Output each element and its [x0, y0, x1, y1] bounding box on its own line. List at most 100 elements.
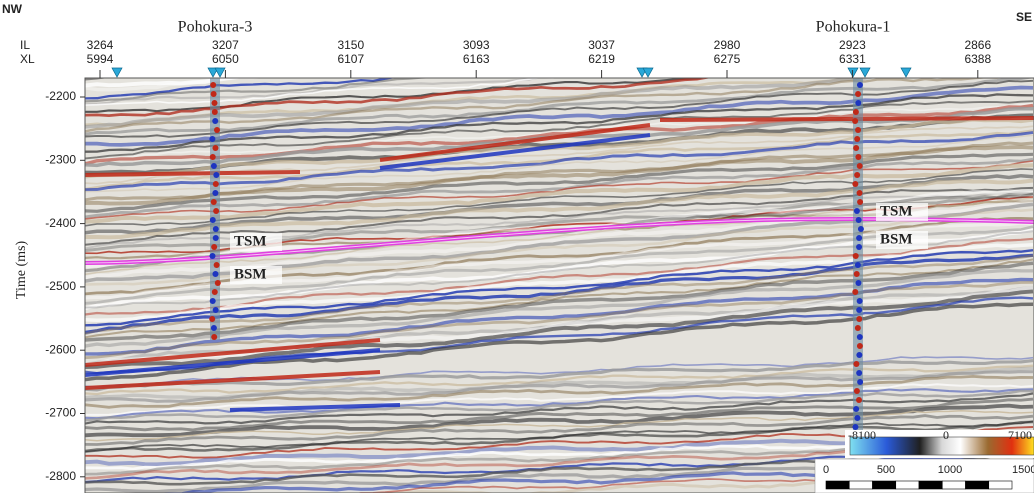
well-marker — [215, 68, 225, 77]
well-log-marker — [857, 163, 863, 169]
xl-label: 6050 — [212, 52, 239, 66]
horizon-label: BSM — [880, 231, 913, 247]
well-log-marker — [212, 118, 218, 124]
scalebar-segment — [896, 481, 919, 489]
well-log-marker — [211, 163, 217, 169]
well-log-marker — [855, 280, 861, 286]
well-log-marker — [210, 82, 216, 88]
scalebar-segment — [873, 481, 896, 489]
well-log-marker — [856, 316, 862, 322]
scalebar-segment — [966, 481, 989, 489]
well-log-marker — [854, 136, 860, 142]
well-log-marker — [852, 181, 858, 187]
y-tick-label: -2700 — [45, 406, 76, 420]
well-log-marker — [855, 91, 861, 97]
seismic-figure: NW SE Pohokura-3 Pohokura-1 IL XL Time (… — [0, 0, 1034, 493]
well-log-marker — [211, 91, 217, 97]
il-label: 3037 — [588, 38, 615, 52]
scalebar-segment — [849, 481, 872, 489]
scalebar-label: 0 — [823, 464, 829, 476]
well-log-marker — [853, 253, 859, 259]
il-label: 3264 — [87, 38, 114, 52]
well-marker — [848, 68, 858, 77]
well-log-marker — [854, 388, 860, 394]
well-log-marker — [211, 325, 217, 331]
well-log-marker — [215, 280, 221, 286]
well-log-marker — [210, 217, 216, 223]
well-log-marker — [855, 325, 861, 331]
xl-label: 6331 — [839, 52, 866, 66]
xl-label: 6163 — [463, 52, 490, 66]
well-log-marker — [855, 154, 861, 160]
xl-label: 6388 — [964, 52, 991, 66]
xl-label: 6219 — [588, 52, 615, 66]
xl-label: 6107 — [337, 52, 364, 66]
well-log-marker — [856, 244, 862, 250]
scalebar-label: 1000 — [938, 464, 962, 476]
well-log-marker — [855, 262, 861, 268]
scalebar-segment — [919, 481, 942, 489]
well-log-marker — [857, 343, 863, 349]
corner-label: NW — [2, 2, 23, 16]
well-log-marker — [211, 334, 217, 340]
colorbar-label: 0 — [943, 428, 949, 442]
well-log-marker — [856, 352, 862, 358]
well-log-marker — [853, 109, 859, 115]
well-log-marker — [854, 271, 860, 277]
well-log-marker — [213, 235, 219, 241]
horizon-label: TSM — [234, 233, 267, 249]
well-log-marker — [853, 406, 859, 412]
well-log-marker — [858, 226, 864, 232]
well-log-marker — [214, 127, 220, 133]
il-label: 2866 — [964, 38, 991, 52]
well-log-marker — [857, 190, 863, 196]
well-log-marker — [857, 379, 863, 385]
y-tick-label: -2400 — [45, 216, 76, 230]
y-tick-label: -2800 — [45, 469, 76, 483]
il-label: 2980 — [714, 38, 741, 52]
well-name: Pohokura-3 — [178, 19, 253, 36]
colorbar-label: 7100 — [1008, 428, 1032, 442]
axis-row-label: IL — [20, 38, 30, 52]
well-log-marker — [853, 361, 859, 367]
well-marker — [901, 68, 911, 77]
well-log-marker — [213, 208, 219, 214]
xl-label: 5994 — [87, 52, 114, 66]
well-log-marker — [210, 154, 216, 160]
scalebar-segment — [989, 481, 1012, 489]
well-log-marker — [857, 82, 863, 88]
well-log-marker — [852, 118, 858, 124]
il-label: 3150 — [337, 38, 364, 52]
well-log-marker — [214, 262, 220, 268]
well-log-marker — [213, 172, 219, 178]
y-tick-label: -2500 — [45, 279, 76, 293]
axis-row-label: XL — [20, 52, 35, 66]
well-log-marker — [852, 289, 858, 295]
scalebar-segment — [826, 481, 849, 489]
well-log-marker — [211, 244, 217, 250]
well-log-marker — [211, 199, 217, 205]
well-log-marker — [856, 235, 862, 241]
horizon-label: BSM — [234, 266, 267, 282]
y-tick-label: -2600 — [45, 342, 76, 356]
well-log-marker — [854, 208, 860, 214]
well-log-marker — [209, 316, 215, 322]
horizon-label: TSM — [880, 203, 913, 219]
strong-reflector — [660, 118, 1034, 120]
well-log-marker — [854, 172, 860, 178]
well-log-marker — [210, 298, 216, 304]
well-log-marker — [854, 415, 860, 421]
scalebar-segment — [942, 481, 965, 489]
well-log-marker — [212, 271, 218, 277]
well-name: Pohokura-1 — [816, 19, 891, 36]
y-axis-title: Time (ms) — [14, 241, 29, 300]
well-log-marker — [856, 370, 862, 376]
well-log-marker — [857, 298, 863, 304]
well-log-marker — [212, 109, 218, 115]
scalebar-label: 1500m — [1012, 464, 1034, 476]
well-log-marker — [856, 307, 862, 313]
colorbar-label: -8100 — [848, 428, 876, 442]
well-log-marker — [210, 253, 216, 259]
well-log-marker — [209, 136, 215, 142]
il-label: 2923 — [839, 38, 866, 52]
